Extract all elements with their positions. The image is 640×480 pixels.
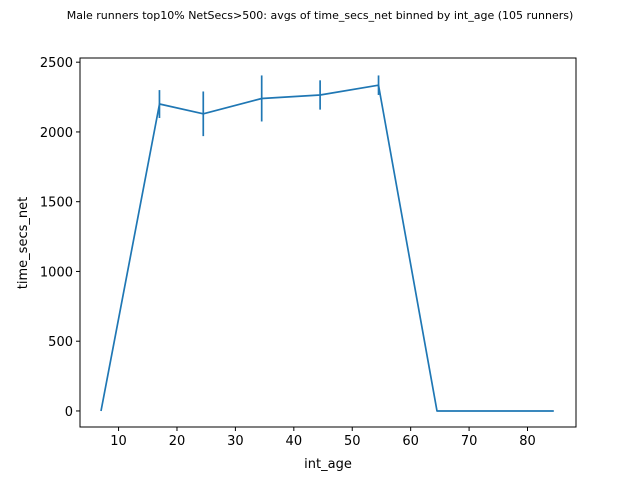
x-tick-label: 10	[110, 434, 127, 449]
series-line	[100, 84, 554, 412]
y-tick-label: 1500	[40, 196, 73, 211]
y-axis: 0 500 1000 1500 2000 2500	[40, 56, 80, 420]
y-tick-label: 1000	[40, 265, 73, 280]
x-tick-label: 30	[227, 434, 244, 449]
y-tick-label: 2000	[40, 126, 73, 141]
x-tick-label: 80	[519, 434, 536, 449]
x-tick-label: 70	[461, 434, 478, 449]
series-layer	[100, 75, 554, 412]
x-tick-label: 20	[169, 434, 186, 449]
y-tick-label: 500	[48, 335, 73, 350]
plot-area	[79, 57, 577, 428]
x-tick-label: 50	[344, 434, 361, 449]
x-tick-label: 60	[402, 434, 419, 449]
x-tick-label: 40	[286, 434, 303, 449]
x-axis: 10 20 30 40 50 60 70 80	[110, 427, 536, 449]
x-axis-label: int_age	[304, 457, 352, 472]
chart-title: Male runners top10% NetSecs>500: avgs of…	[67, 9, 574, 22]
y-axis-label: time_secs_net	[16, 197, 31, 289]
y-tick-label: 2500	[40, 56, 73, 71]
plot-frame	[79, 57, 577, 428]
y-tick-label: 0	[65, 405, 73, 420]
